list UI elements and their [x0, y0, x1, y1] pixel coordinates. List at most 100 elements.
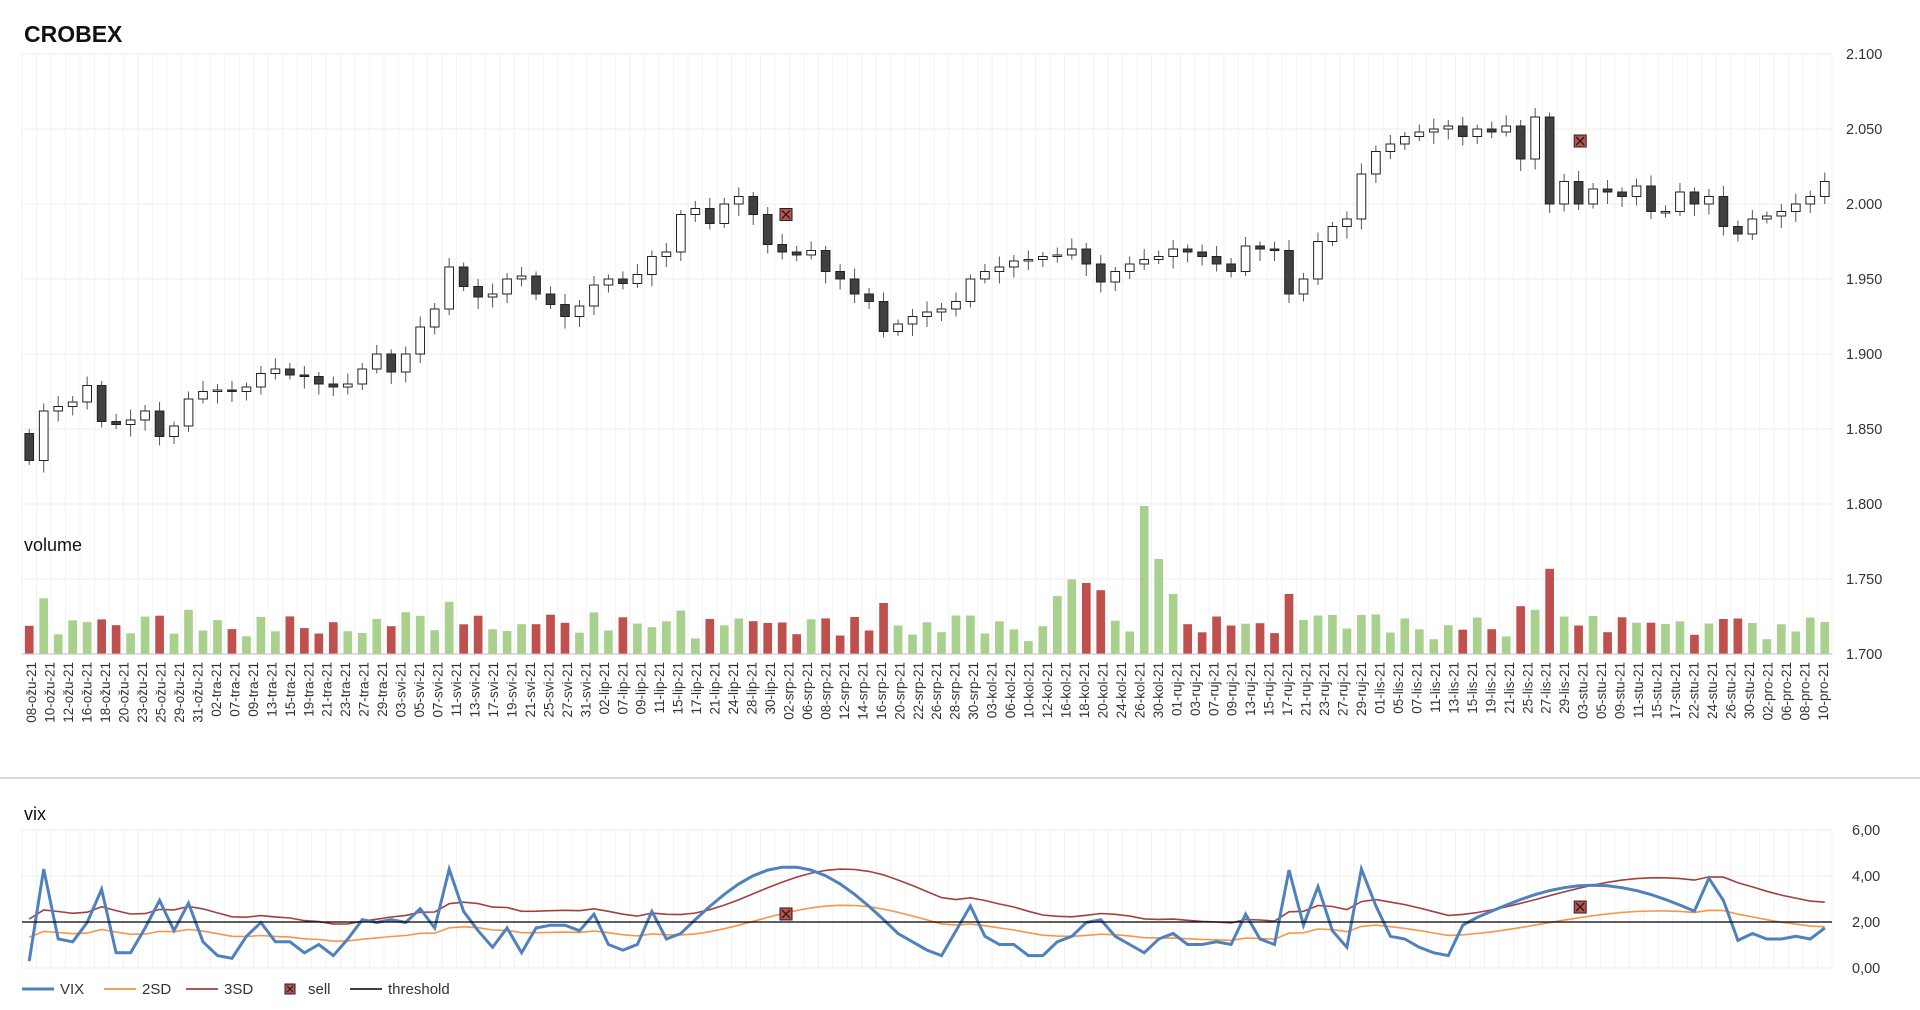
x-tick-label: 29-lis-21	[1557, 662, 1572, 714]
candle-body	[1457, 125, 1468, 137]
price-tick-label: 1.750	[1846, 572, 1882, 588]
volume-bar	[1342, 628, 1352, 654]
x-tick-label: 06-pro-21	[1779, 662, 1794, 721]
volume-bar	[169, 633, 179, 654]
volume-bar	[1559, 616, 1569, 654]
candle-body	[429, 308, 440, 328]
x-tick-label: 14-srp-21	[855, 662, 870, 720]
x-tick-label: 07-svi-21	[431, 662, 446, 718]
volume-bars	[24, 506, 1830, 654]
volume-bar	[995, 621, 1004, 654]
candle-body	[545, 293, 556, 305]
candle-body	[820, 250, 831, 272]
volume-bar	[922, 622, 932, 654]
volume-bar	[1038, 626, 1048, 654]
price-tick-label: 2.100	[1846, 47, 1882, 63]
x-tick-label: 13-svi-21	[468, 662, 483, 718]
x-tick-label: 28-srp-21	[948, 662, 963, 720]
volume-bar	[1067, 579, 1077, 654]
candle-body	[1718, 196, 1729, 227]
candle-body	[849, 278, 860, 295]
vix-sell-marker-cross	[781, 909, 791, 919]
legend-label-threshold: threshold	[388, 981, 450, 998]
candle-body	[1472, 128, 1483, 137]
candle-body	[1428, 128, 1439, 133]
x-tick-label: 12-ožu-21	[61, 662, 76, 723]
candle-body	[328, 383, 339, 388]
candle-body	[1588, 188, 1598, 205]
candle-body	[733, 196, 744, 205]
volume-bar	[821, 618, 830, 654]
volume-bar	[1183, 624, 1192, 654]
candle-body	[531, 275, 541, 295]
candle-body	[1573, 181, 1584, 205]
volume-bar	[676, 610, 686, 654]
volume-bar	[879, 603, 888, 654]
candle-body	[1733, 226, 1743, 235]
candle-body	[777, 244, 788, 253]
vix-sell-marker-cross	[1575, 902, 1585, 912]
candle-body	[1675, 191, 1685, 212]
x-tick-label: 17-stu-21	[1668, 662, 1683, 719]
candle-body	[516, 275, 527, 280]
candle-body	[1009, 260, 1019, 268]
candle-body	[1240, 245, 1251, 272]
volume-bar	[705, 619, 715, 654]
candle-body	[893, 323, 903, 332]
candle-body	[1226, 263, 1236, 272]
vix-tick-label: 2,00	[1852, 915, 1880, 931]
candle-body	[473, 286, 483, 298]
volume-bar	[415, 615, 425, 654]
volume-bar	[1690, 634, 1699, 654]
x-tick-label: 29-tra-21	[375, 662, 390, 717]
vix-lines	[22, 863, 1832, 962]
candle-body	[1255, 245, 1265, 250]
candle-body	[965, 278, 976, 302]
volume-bar	[227, 629, 237, 654]
volume-bar	[1805, 617, 1815, 654]
x-tick-label: 30-kol-21	[1151, 662, 1166, 718]
volume-bar	[1400, 618, 1410, 654]
candle-body	[1805, 196, 1816, 205]
x-tick-label: 21-svi-21	[523, 662, 538, 718]
volume-bar	[1733, 618, 1743, 654]
volume-bar	[1024, 641, 1033, 654]
volume-bar	[473, 615, 483, 654]
candle-body	[67, 401, 78, 407]
volume-bar	[633, 623, 642, 654]
x-tick-label: 22-srp-21	[911, 662, 926, 720]
volume-bar	[444, 601, 454, 654]
candle-body	[1559, 181, 1569, 205]
candle-body	[1776, 211, 1787, 217]
candle-body	[386, 353, 397, 373]
candle-body	[1486, 128, 1497, 133]
candle-body	[458, 266, 469, 287]
x-tick-label: 08-pro-21	[1797, 662, 1812, 721]
x-tick-label: 29-ožu-21	[172, 662, 187, 723]
price-candles	[24, 108, 1830, 473]
candle-body	[38, 410, 49, 461]
price-tick-label: 1.950	[1846, 272, 1882, 288]
x-tick-label: 11-lis-21	[1428, 662, 1443, 713]
legend-label-2sd: 2SD	[142, 981, 171, 998]
candle-body	[1110, 271, 1121, 283]
x-tick-label: 19-tra-21	[301, 662, 316, 717]
volume-bar	[908, 634, 917, 654]
x-tick-label: 07-lis-21	[1409, 662, 1424, 714]
volume-bar	[1501, 636, 1511, 654]
candle-body	[878, 301, 889, 332]
x-tick-label: 13-tra-21	[264, 662, 279, 717]
x-tick-label: 16-ožu-21	[80, 662, 95, 723]
volume-bar	[589, 612, 599, 654]
candle-body	[632, 274, 643, 284]
volume-bar	[1328, 615, 1337, 654]
candle-body	[1095, 263, 1106, 283]
volume-bar	[82, 622, 92, 654]
volume-bar	[126, 633, 135, 654]
volume-bar	[430, 630, 440, 654]
volume-bar	[1255, 623, 1265, 654]
x-tick-label: 03-stu-21	[1576, 662, 1591, 719]
x-tick-label: 09-stu-21	[1613, 662, 1628, 719]
volume-bar	[488, 629, 497, 654]
volume-bar	[1125, 631, 1135, 654]
